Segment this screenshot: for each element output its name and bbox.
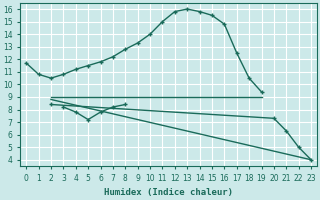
X-axis label: Humidex (Indice chaleur): Humidex (Indice chaleur) — [104, 188, 233, 197]
